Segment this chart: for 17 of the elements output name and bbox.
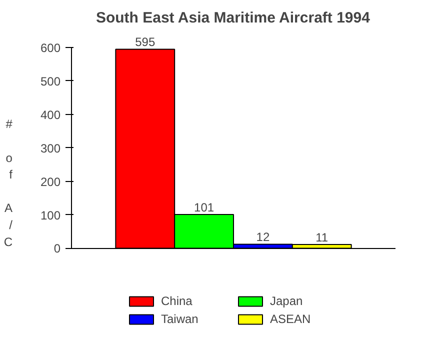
legend-label: Japan [270, 294, 304, 308]
y-tick-label: 200 [40, 174, 61, 189]
y-tick-label: 400 [40, 108, 61, 122]
data-label: 101 [194, 200, 214, 214]
y-tick-label: 100 [40, 208, 61, 222]
text: # of A/C [4, 117, 12, 249]
y-tick-label: 0 [54, 242, 61, 256]
legend-label: China [161, 294, 194, 308]
y-tick-label: 300 [40, 141, 61, 156]
data-label: 595 [135, 35, 156, 50]
chart-title: South East Asia Maritime Aircraft 1994 [96, 10, 371, 26]
data-label: 12 [256, 230, 270, 244]
legend-label: ASEAN [270, 312, 312, 326]
legend-label: Taiwan [161, 312, 200, 326]
data-label: 11 [316, 230, 328, 245]
y-tick-label: 500 [40, 74, 61, 88]
y-tick-label: 600 [40, 41, 61, 56]
